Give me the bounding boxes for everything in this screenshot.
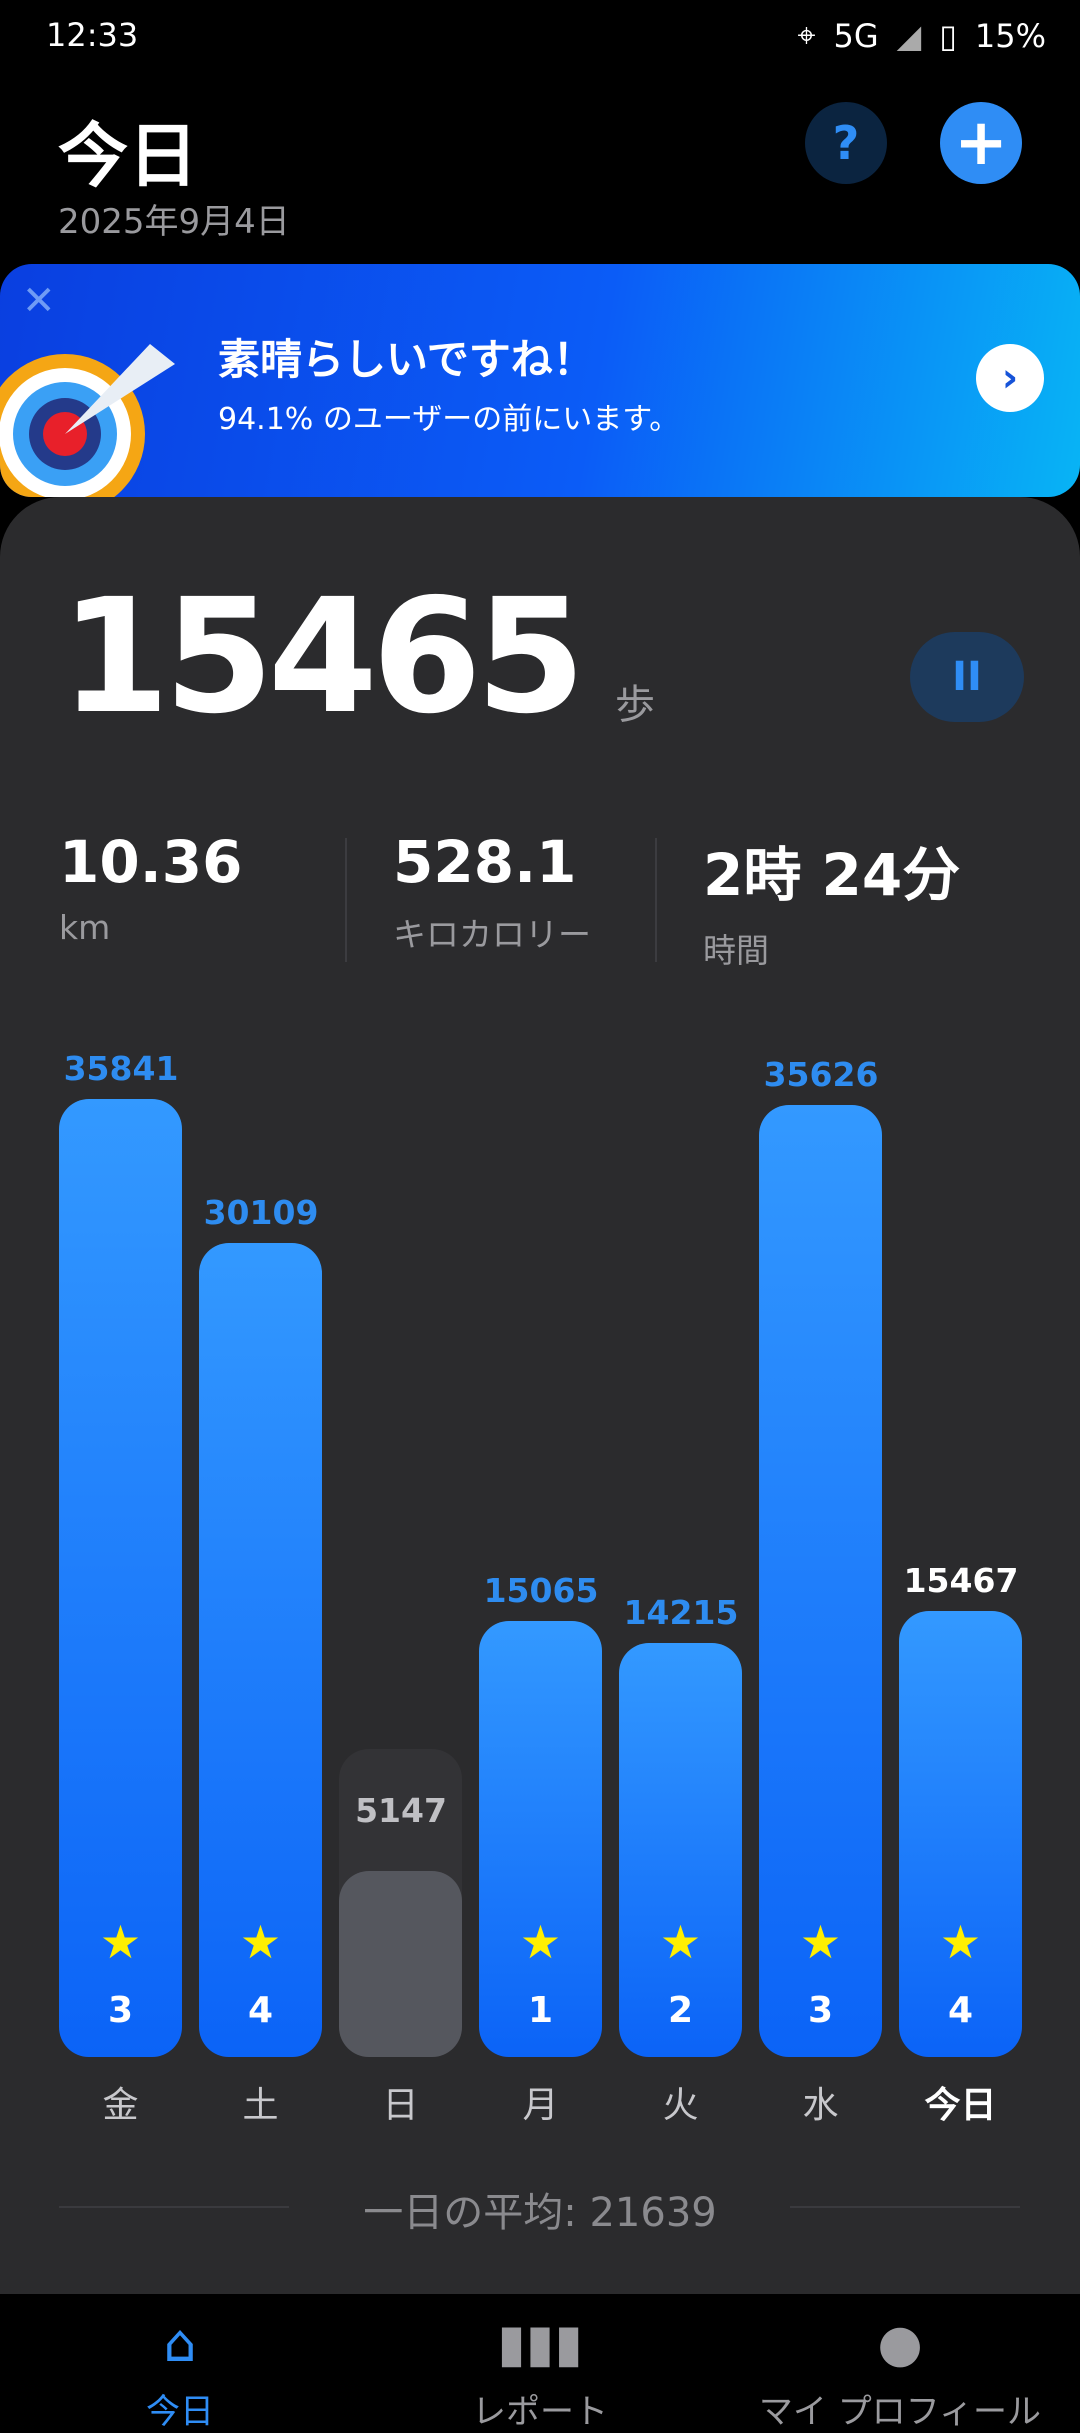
signal-icon: ◢ [896, 16, 922, 55]
bar-value: 14215 [623, 1592, 739, 1632]
battery-level: 15% [974, 16, 1046, 55]
add-button[interactable]: + [940, 102, 1022, 184]
day-label: 火 [662, 2085, 699, 2126]
nav-label: 今日 [146, 2392, 214, 2432]
bar [759, 1104, 882, 2057]
nav-today[interactable]: ⌂ 今日 [0, 2314, 360, 2433]
day-label: 日 [382, 2085, 419, 2126]
star-icon: ★ [659, 1915, 702, 1969]
star-count: 3 [107, 1990, 134, 2031]
network-label: 5G [833, 16, 879, 55]
stat-label: 時間 [703, 931, 769, 970]
day-label: 水 [802, 2085, 839, 2126]
bar-value: 15065 [483, 1571, 599, 1611]
battery-icon: ▯ [939, 16, 957, 55]
daily-average: 一日の平均: 21639 [363, 2190, 717, 2236]
star-icon: ★ [519, 1915, 562, 1969]
star-icon: ★ [799, 1915, 842, 1969]
stat-value: 528.1 [393, 828, 577, 896]
bottom-nav: ⌂ 今日 ▮▮▮ レポート ● マイ プロフィール [0, 2294, 1080, 2432]
page-date: 2025年9月4日 [58, 202, 290, 242]
divider [790, 2206, 1020, 2208]
nav-profile[interactable]: ● マイ プロフィール [720, 2314, 1080, 2433]
nav-report[interactable]: ▮▮▮ レポート [360, 2314, 720, 2433]
stat-calories: 528.1 キロカロリー [393, 828, 591, 956]
day-label: 金 [102, 2085, 139, 2126]
star-count: 2 [667, 1990, 694, 2031]
bar [59, 1099, 182, 2057]
bar [479, 1621, 602, 2057]
bar-chart-icon: ▮▮▮ [497, 2314, 583, 2374]
bar [899, 1611, 1022, 2057]
bar-value: 5147 [355, 1790, 447, 1830]
bar-value: 35626 [763, 1054, 879, 1094]
star-count: 1 [527, 1990, 554, 2031]
stat-label: km [59, 908, 111, 947]
nav-label: レポート [472, 2392, 608, 2432]
home-icon: ⌂ [163, 2314, 197, 2374]
step-count: 15465 [60, 565, 586, 749]
pause-button[interactable]: II [910, 632, 1024, 722]
star-icon: ★ [939, 1915, 982, 1969]
step-unit: 歩 [615, 682, 655, 728]
target-icon [0, 344, 175, 497]
divider [59, 2206, 289, 2208]
divider [655, 838, 657, 962]
nav-label: マイ プロフィール [758, 2392, 1042, 2432]
star-icon: ★ [239, 1915, 282, 1969]
clock: 12:33 [46, 16, 139, 54]
banner-subtitle: 94.1% のユーザーの前にいます。 [218, 402, 680, 437]
bar [199, 1243, 322, 2057]
help-button[interactable]: ? [805, 102, 887, 184]
day-label: 月 [522, 2085, 559, 2126]
profile-icon: ● [877, 2314, 923, 2374]
stat-duration: 2時 24分 時間 [703, 828, 960, 972]
star-count: 4 [947, 1990, 974, 2031]
day-label: 土 [242, 2085, 279, 2126]
star-icon: ★ [99, 1915, 142, 1969]
divider [345, 838, 347, 962]
bar-value: 35841 [63, 1049, 179, 1089]
banner-title: 素晴らしいですね！ [218, 335, 595, 384]
stat-distance: 10.36 km [59, 828, 242, 947]
status-bar: 12:33 ⌖ 5G ◢ ▯ 15% [0, 0, 1080, 72]
bar [619, 1642, 742, 2057]
close-icon[interactable]: ✕ [22, 278, 56, 324]
stat-value: 10.36 [59, 828, 243, 896]
bar-value: 30109 [203, 1193, 319, 1233]
star-count: 4 [247, 1990, 274, 2031]
chevron-right-icon[interactable]: › [976, 344, 1044, 412]
stat-value: 2時 24分 [703, 841, 961, 909]
stat-label: キロカロリー [393, 915, 591, 954]
page-title: 今日 [58, 115, 198, 197]
achievement-banner[interactable]: ✕ 素晴らしいですね！ 94.1% のユーザーの前にいます。 › [0, 264, 1080, 497]
star-count: 3 [807, 1990, 834, 2031]
location-icon: ⌖ [797, 16, 816, 54]
bar-value: 15467 [903, 1561, 1019, 1601]
day-label: 今日 [924, 2085, 997, 2126]
bar [339, 1870, 462, 2057]
